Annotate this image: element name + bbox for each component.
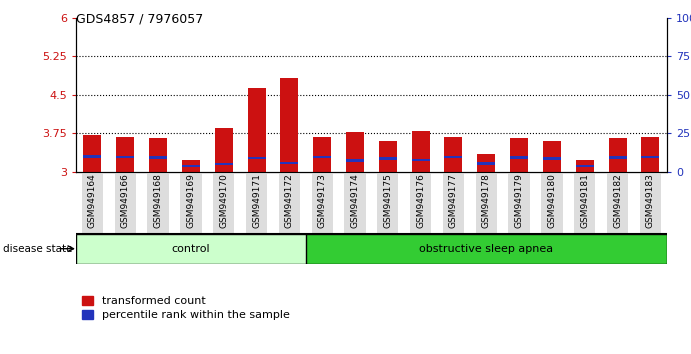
Bar <box>215 128 233 172</box>
Bar <box>115 172 136 234</box>
Text: GSM949178: GSM949178 <box>482 173 491 228</box>
Text: GSM949172: GSM949172 <box>285 173 294 228</box>
Bar <box>509 172 530 234</box>
Bar <box>84 155 102 158</box>
Text: GSM949179: GSM949179 <box>515 173 524 228</box>
Bar <box>641 156 659 159</box>
Bar <box>182 160 200 172</box>
Text: GDS4857 / 7976057: GDS4857 / 7976057 <box>76 12 203 25</box>
Bar <box>607 172 628 234</box>
Bar <box>510 138 528 172</box>
Bar <box>640 172 661 234</box>
Bar <box>641 137 659 172</box>
Bar <box>313 137 331 172</box>
Text: GSM949176: GSM949176 <box>416 173 425 228</box>
Bar <box>477 162 495 165</box>
Bar <box>84 135 102 172</box>
Text: GSM949174: GSM949174 <box>350 173 359 228</box>
Bar <box>246 172 267 234</box>
Bar <box>574 172 596 234</box>
Text: GSM949181: GSM949181 <box>580 173 589 228</box>
Bar <box>215 162 233 165</box>
Bar <box>82 172 103 234</box>
Bar <box>444 137 462 172</box>
Bar <box>147 172 169 234</box>
Bar <box>543 141 561 172</box>
Text: disease state: disease state <box>3 244 73 254</box>
Text: GSM949164: GSM949164 <box>88 173 97 228</box>
Bar <box>116 137 134 172</box>
Bar <box>443 172 464 234</box>
Text: GSM949177: GSM949177 <box>449 173 458 228</box>
Text: GSM949169: GSM949169 <box>187 173 196 228</box>
Bar <box>477 154 495 172</box>
Bar <box>281 78 299 172</box>
Text: GSM949182: GSM949182 <box>613 173 622 228</box>
Bar <box>346 159 364 162</box>
Bar <box>281 162 299 164</box>
Bar <box>609 156 627 159</box>
Bar <box>444 156 462 159</box>
Bar <box>149 138 167 172</box>
Text: GSM949180: GSM949180 <box>547 173 556 228</box>
Bar <box>379 158 397 160</box>
Legend: transformed count, percentile rank within the sample: transformed count, percentile rank withi… <box>82 296 290 320</box>
Text: GSM949173: GSM949173 <box>318 173 327 228</box>
Text: GSM949168: GSM949168 <box>153 173 162 228</box>
Bar <box>377 172 399 234</box>
Text: obstructive sleep apnea: obstructive sleep apnea <box>419 244 553 254</box>
Bar <box>182 165 200 167</box>
Bar <box>576 165 594 167</box>
Bar <box>344 172 366 234</box>
Bar <box>149 156 167 159</box>
Bar <box>313 156 331 159</box>
Bar <box>116 156 134 159</box>
Bar <box>412 159 430 161</box>
Text: GSM949166: GSM949166 <box>121 173 130 228</box>
Bar <box>247 88 265 172</box>
Bar <box>475 172 497 234</box>
Bar <box>510 156 528 159</box>
Bar <box>379 141 397 172</box>
Bar <box>541 172 562 234</box>
Text: GSM949171: GSM949171 <box>252 173 261 228</box>
Bar <box>412 131 430 172</box>
Text: GSM949170: GSM949170 <box>219 173 228 228</box>
Bar <box>247 156 265 159</box>
Bar <box>312 172 333 234</box>
Bar <box>305 234 667 264</box>
Bar <box>180 172 202 234</box>
Bar <box>76 234 305 264</box>
Bar <box>576 160 594 172</box>
Bar <box>609 138 627 172</box>
Bar <box>410 172 431 234</box>
Bar <box>278 172 300 234</box>
Text: GSM949175: GSM949175 <box>384 173 392 228</box>
Bar <box>543 158 561 160</box>
Text: GSM949183: GSM949183 <box>646 173 655 228</box>
Bar <box>346 132 364 172</box>
Bar <box>213 172 234 234</box>
Text: control: control <box>171 244 210 254</box>
